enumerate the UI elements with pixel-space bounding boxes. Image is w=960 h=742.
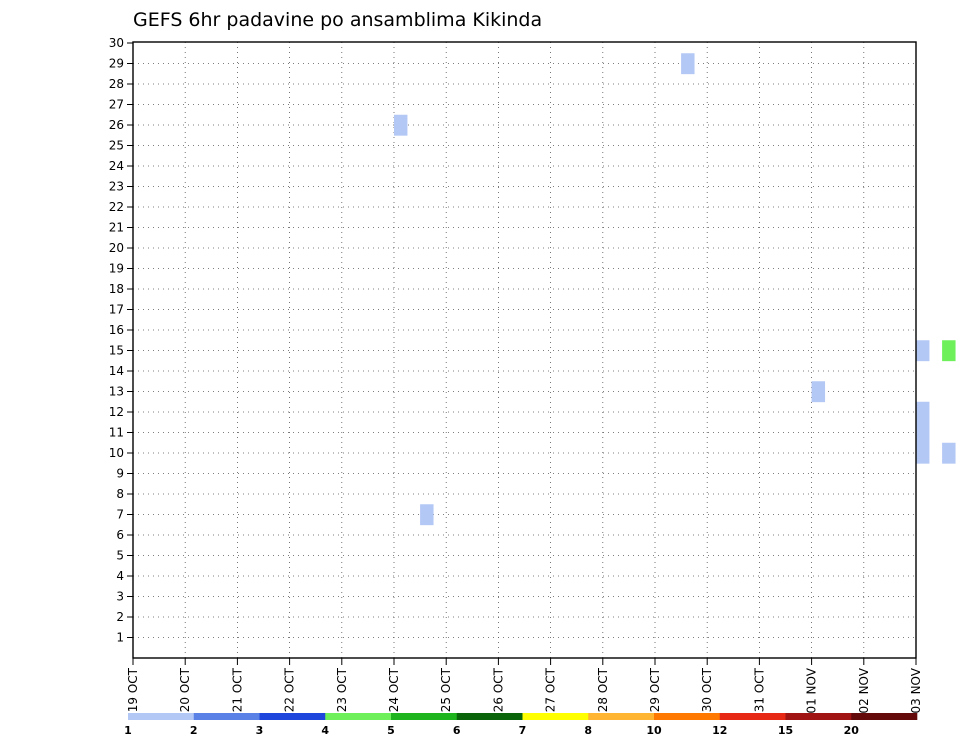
y-tick-label: 10 <box>109 446 124 460</box>
grid-lines <box>133 42 916 658</box>
x-tick-label: 30 OCT <box>700 667 714 712</box>
y-tick-label: 9 <box>116 467 124 481</box>
x-tick-label: 22 OCT <box>283 667 297 712</box>
colorbar-label: 1 <box>124 724 132 737</box>
colorbar-legend: 1 2 3 4 5 6 7 8 10 12 15 20 <box>124 713 918 737</box>
colorbar-label: 15 <box>778 724 793 737</box>
colorbar-label: 6 <box>453 724 461 737</box>
y-tick-label: 19 <box>109 262 124 276</box>
x-tick-label: 28 OCT <box>596 667 610 712</box>
x-tick-label: 27 OCT <box>544 667 558 712</box>
colorbar-swatch <box>456 713 523 720</box>
x-tick-label: 02 NOV <box>857 667 871 713</box>
y-tick-label: 13 <box>109 385 124 399</box>
y-tick-label: 25 <box>109 139 124 153</box>
x-tick-label: 29 OCT <box>648 667 662 712</box>
y-tick-label: 29 <box>109 57 124 71</box>
precip-cell <box>811 381 826 403</box>
x-tick-label: 24 OCT <box>387 667 401 712</box>
y-axis: 1234567891011121314151617181920212223242… <box>109 36 133 645</box>
y-tick-label: 23 <box>109 180 124 194</box>
precipitation-cells <box>394 53 956 526</box>
x-tick-label: 19 OCT <box>126 667 140 712</box>
precip-cell <box>916 401 930 423</box>
y-tick-label: 27 <box>109 98 124 112</box>
plot-background <box>133 42 916 658</box>
colorbar-label: 3 <box>256 724 264 737</box>
x-tick-label: 01 NOV <box>805 667 819 713</box>
colorbar-label: 5 <box>387 724 395 737</box>
colorbar-swatch <box>391 713 458 720</box>
y-tick-label: 21 <box>109 221 124 235</box>
colorbar-label: 2 <box>190 724 198 737</box>
x-tick-label: 26 OCT <box>491 667 505 712</box>
y-tick-label: 22 <box>109 200 124 214</box>
x-tick-label: 03 NOV <box>909 667 923 713</box>
y-tick-label: 6 <box>116 528 124 542</box>
x-tick-label: 23 OCT <box>335 667 349 712</box>
y-tick-label: 12 <box>109 405 124 419</box>
colorbar-swatch <box>259 713 326 720</box>
y-tick-label: 8 <box>116 487 124 501</box>
y-tick-label: 5 <box>116 549 124 563</box>
x-tick-label: 21 OCT <box>230 667 244 712</box>
y-tick-label: 15 <box>109 344 124 358</box>
colorbar-swatch <box>654 713 721 720</box>
y-tick-label: 24 <box>109 159 124 173</box>
x-tick-label: 25 OCT <box>439 667 453 712</box>
x-tick-label: 20 OCT <box>178 667 192 712</box>
colorbar-label: 20 <box>844 724 860 737</box>
colorbar-swatch <box>193 713 260 720</box>
precip-cell <box>420 504 434 526</box>
y-tick-label: 4 <box>116 569 124 583</box>
colorbar-label: 12 <box>712 724 727 737</box>
colorbar-swatch <box>851 713 918 720</box>
y-tick-label: 26 <box>109 118 124 132</box>
precip-cell <box>394 114 408 136</box>
y-tick-label: 30 <box>109 36 124 50</box>
colorbar-swatch <box>128 713 195 720</box>
x-tick-label: 31 OCT <box>752 667 766 712</box>
colorbar-swatch <box>785 713 852 720</box>
precip-cell <box>942 340 956 362</box>
x-axis: 19 OCT 20 OCT 21 OCT 22 OCT 23 OCT 24 OCT 25 O… <box>126 658 923 714</box>
colorbar-label: 8 <box>584 724 592 737</box>
colorbar-swatch <box>588 713 655 720</box>
precip-cell <box>916 422 930 444</box>
y-tick-label: 28 <box>109 77 124 91</box>
colorbar-swatch <box>522 713 589 720</box>
precip-cell <box>916 340 930 362</box>
y-tick-label: 3 <box>116 590 124 604</box>
y-tick-label: 1 <box>116 631 124 645</box>
colorbar-label: 10 <box>646 724 662 737</box>
precip-cell <box>916 442 930 464</box>
colorbar-label: 4 <box>321 724 329 737</box>
colorbar-label: 7 <box>519 724 527 737</box>
y-tick-label: 17 <box>109 303 124 317</box>
y-tick-label: 16 <box>109 323 124 337</box>
y-tick-label: 2 <box>116 610 124 624</box>
y-tick-label: 11 <box>109 426 124 440</box>
y-tick-label: 7 <box>116 508 124 522</box>
precip-cell <box>942 442 956 464</box>
colorbar-swatch <box>325 713 392 720</box>
y-tick-label: 20 <box>109 241 124 255</box>
colorbar-swatch <box>719 713 786 720</box>
y-tick-label: 14 <box>109 364 124 378</box>
precip-cell <box>681 53 695 75</box>
chart-title: GEFS 6hr padavine po ansamblima Kikinda <box>133 9 542 31</box>
y-tick-label: 18 <box>109 282 124 296</box>
